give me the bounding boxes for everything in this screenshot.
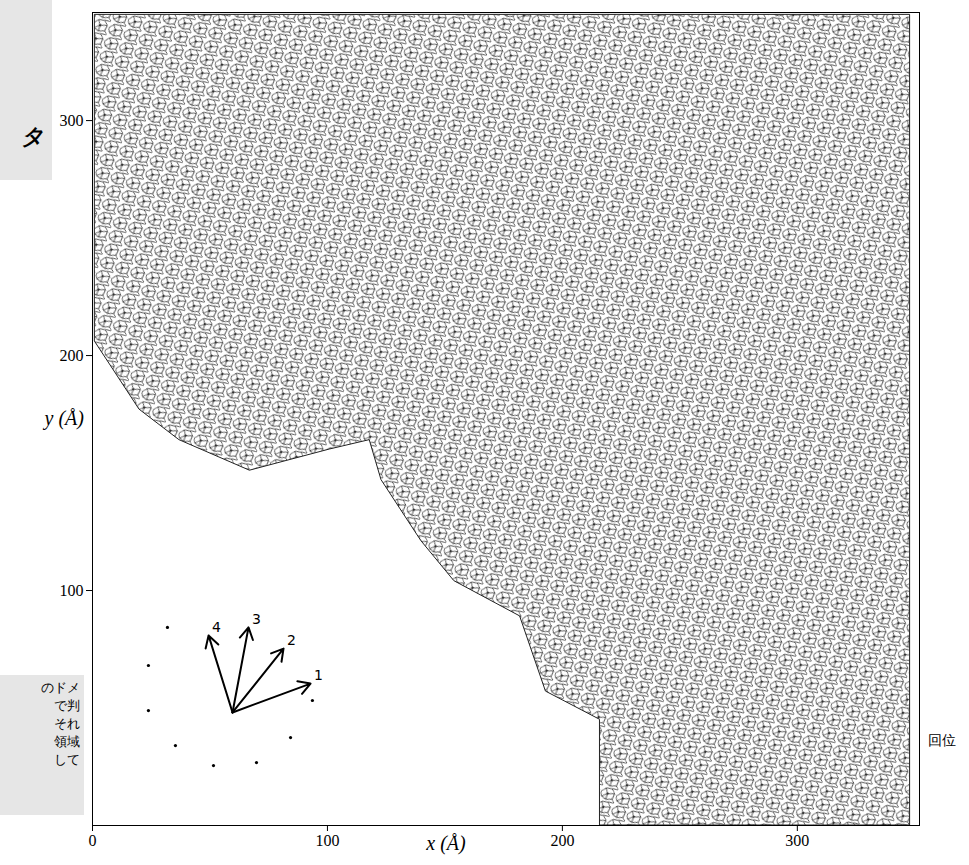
svg-text:2: 2 <box>287 632 296 648</box>
svg-text:100: 100 <box>315 832 339 849</box>
svg-text:y (Å): y (Å) <box>43 407 85 430</box>
svg-text:200: 200 <box>60 347 84 364</box>
svg-text:200: 200 <box>550 832 574 849</box>
svg-text:4: 4 <box>212 619 221 635</box>
svg-text:0: 0 <box>89 832 97 849</box>
html-text:タ: タ <box>21 124 44 149</box>
html-text:で判: で判 <box>54 698 80 713</box>
svg-text:300: 300 <box>785 832 809 849</box>
svg-text:回位: 回位 <box>928 732 956 748</box>
svg-text:100: 100 <box>60 582 84 599</box>
html-text:して: して <box>54 752 80 767</box>
svg-text:300: 300 <box>60 112 84 129</box>
html-text:それ: それ <box>54 716 80 731</box>
svg-text:1: 1 <box>314 667 323 683</box>
svg-text:x (Å): x (Å) <box>425 832 466 855</box>
svg-text:3: 3 <box>252 611 261 627</box>
html-text:領域: 領域 <box>54 734 80 749</box>
html-text:のドメ: のドメ <box>41 680 80 695</box>
